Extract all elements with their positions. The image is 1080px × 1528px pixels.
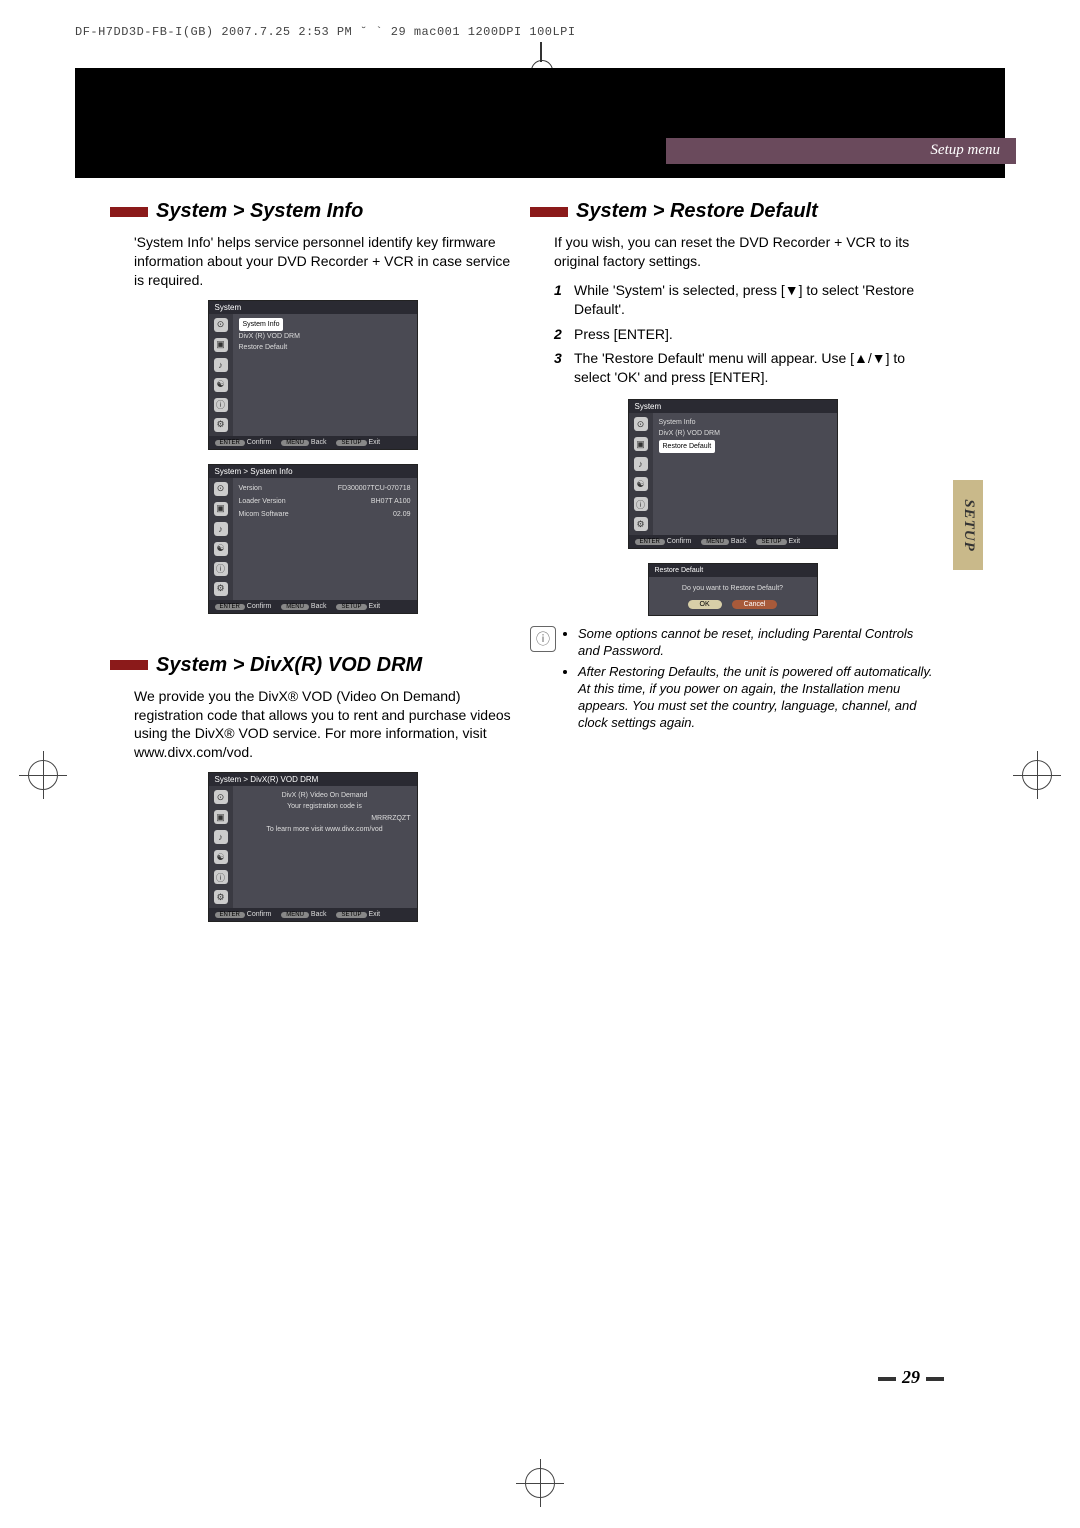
crop-mark-top	[540, 42, 542, 62]
step-number: 1	[554, 281, 574, 319]
dialog-message: Do you want to Restore Default?	[649, 577, 817, 600]
divx-line: DivX (R) Video On Demand	[239, 790, 411, 801]
menu-item-selected: Restore Default	[659, 440, 716, 453]
info-value: BH07T A100	[371, 496, 411, 507]
section-title-divx: System > DivX(R) VOD DRM	[110, 654, 515, 677]
step-text: While 'System' is selected, press [▼] to…	[574, 281, 935, 319]
menu-item: DivX (R) VOD DRM	[239, 331, 411, 342]
ui-restore-dialog: Restore Default Do you want to Restore D…	[648, 563, 818, 616]
restore-steps: 1While 'System' is selected, press [▼] t…	[554, 281, 935, 387]
ui-system-menu: System ⊙ ▣ ♪ ☯ ⓘ ⚙ System Info DivX (R) …	[208, 300, 418, 450]
lang-icon: ☯	[214, 378, 228, 392]
disc-icon: ⊙	[214, 318, 228, 332]
note-item: After Restoring Defaults, the unit is po…	[578, 664, 935, 732]
ui-sidebar-icons: ⊙▣♪☯ⓘ⚙	[209, 478, 233, 600]
ui-system-info-detail: System > System Info ⊙▣♪☯ⓘ⚙ Version FD300…	[208, 464, 418, 614]
setup-side-tab: SETUP	[953, 480, 983, 570]
note-block: ⓘ Some options cannot be reset, includin…	[530, 626, 935, 735]
divx-line: To learn more visit www.divx.com/vod	[239, 824, 411, 835]
info-value: FD300007TCU-070718	[338, 483, 411, 494]
registration-mark-left	[28, 760, 58, 790]
section-title-restore: System > Restore Default	[530, 200, 935, 223]
ui-restore-menu: System ⊙▣♪☯ⓘ⚙ System Info DivX (R) VOD D…	[628, 399, 838, 549]
info-icon: ⓘ	[214, 398, 228, 412]
registration-mark-bottom	[525, 1468, 555, 1498]
restore-body: If you wish, you can reset the DVD Recor…	[554, 233, 935, 271]
note-item: Some options cannot be reset, including …	[578, 626, 935, 660]
print-header: DF-H7DD3D-FB-I(GB) 2007.7.25 2:53 PM ˘ `…	[75, 25, 1005, 39]
section-title-system-info: System > System Info	[110, 200, 515, 223]
info-icon: ⓘ	[530, 626, 556, 652]
ui-titlebar: System > DivX(R) VOD DRM	[209, 773, 417, 786]
info-label: Micom Software	[239, 509, 289, 520]
step-text: Press [ENTER].	[574, 325, 673, 344]
ui-divx-panel: System > DivX(R) VOD DRM ⊙▣♪☯ⓘ⚙ DivX (R)…	[208, 772, 418, 922]
ui-sidebar-icons: ⊙ ▣ ♪ ☯ ⓘ ⚙	[209, 314, 233, 436]
system-info-body: 'System Info' helps service personnel id…	[134, 233, 515, 290]
audio-icon: ♪	[214, 358, 228, 372]
menu-item: Restore Default	[239, 342, 411, 353]
ui-footer: ENTER Confirm MENU Back SETUP Exit	[209, 436, 417, 449]
menu-item-selected: System Info	[239, 318, 284, 331]
video-icon: ▣	[214, 338, 228, 352]
ui-titlebar: System	[209, 301, 417, 314]
dialog-title: Restore Default	[649, 564, 817, 577]
registration-mark-right	[1022, 760, 1052, 790]
info-value: 02.09	[393, 509, 411, 520]
info-label: Loader Version	[239, 496, 286, 507]
menu-item: System Info	[659, 417, 831, 428]
info-label: Version	[239, 483, 262, 494]
menu-item: DivX (R) VOD DRM	[659, 428, 831, 439]
ok-button[interactable]: OK	[688, 600, 722, 609]
divx-body: We provide you the DivX® VOD (Video On D…	[134, 687, 515, 763]
cancel-button[interactable]: Cancel	[732, 600, 778, 609]
step-number: 3	[554, 349, 574, 387]
step-text: The 'Restore Default' menu will appear. …	[574, 349, 935, 387]
divx-code: MRRRZQZT	[239, 813, 411, 824]
gear-icon: ⚙	[214, 418, 228, 432]
ui-titlebar: System > System Info	[209, 465, 417, 478]
page-number: 29	[872, 1367, 950, 1388]
step-number: 2	[554, 325, 574, 344]
divx-line: Your registration code is	[239, 801, 411, 812]
breadcrumb-bar: Setup menu	[666, 138, 1016, 164]
ui-titlebar: System	[629, 400, 837, 413]
